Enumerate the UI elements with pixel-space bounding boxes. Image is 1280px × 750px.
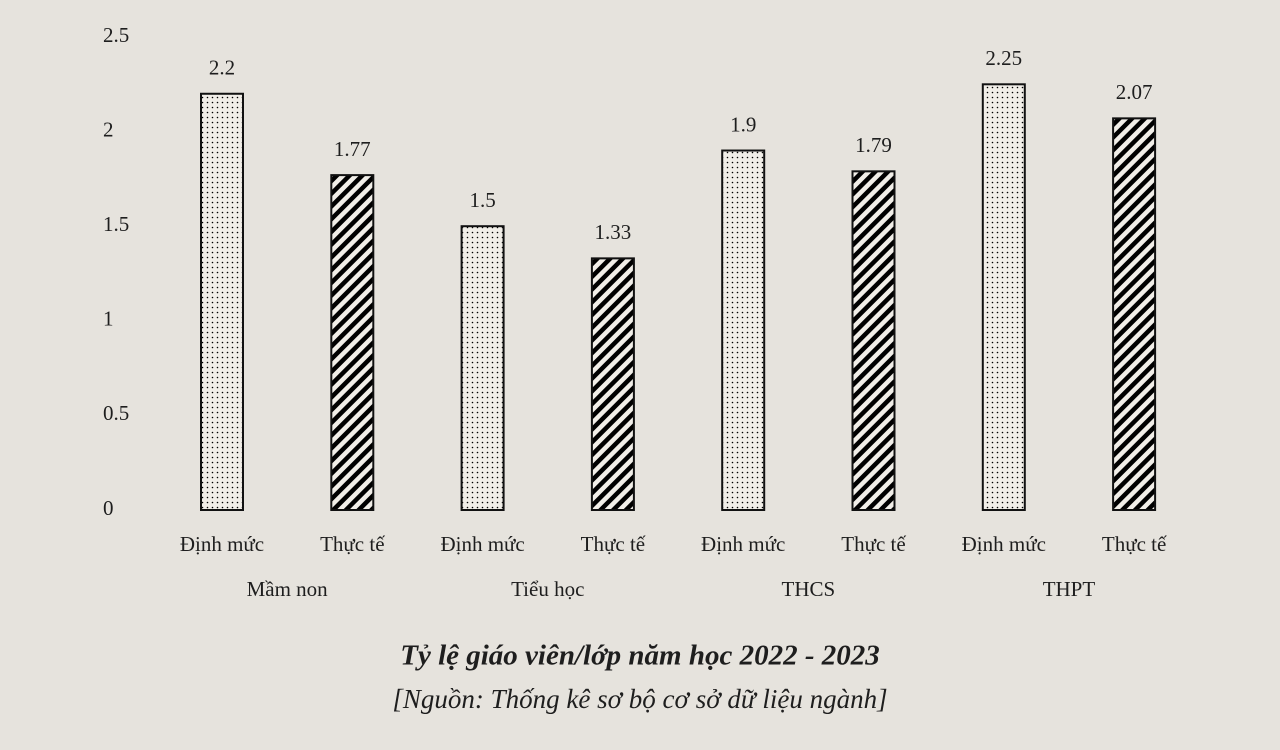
x-tick-label: THPT xyxy=(1043,577,1096,601)
data-label: 1.77 xyxy=(334,137,371,161)
data-label: 1.79 xyxy=(855,133,892,157)
x-tick-label: THCS xyxy=(782,577,836,601)
bar xyxy=(460,225,505,511)
y-tick-label: 2.5 xyxy=(103,23,129,47)
bar-label: Thực tế xyxy=(841,532,906,556)
bar-label: Định mức xyxy=(962,532,1046,556)
bar xyxy=(330,174,375,511)
bar-label: Định mức xyxy=(701,532,785,556)
data-label: 2.2 xyxy=(209,56,235,80)
bar xyxy=(1112,117,1157,512)
data-label: 1.5 xyxy=(469,188,495,212)
data-label: 2.07 xyxy=(1116,80,1153,104)
x-tick-label: Mầm non xyxy=(247,577,329,601)
bar-label: Thực tế xyxy=(581,532,646,556)
bar xyxy=(590,257,635,512)
y-tick-label: 2 xyxy=(103,117,114,141)
data-label: 1.33 xyxy=(595,220,632,244)
bar xyxy=(851,170,896,511)
data-label: 2.25 xyxy=(985,46,1022,70)
data-label: 1.9 xyxy=(730,112,756,136)
y-tick-label: 0.5 xyxy=(103,401,129,425)
bar-label: Thực tế xyxy=(320,532,385,556)
y-tick-label: 1 xyxy=(103,307,114,331)
bar xyxy=(200,92,244,511)
chart-subtitle: [Nguồn: Thống kê sơ bộ cơ sở dữ liệu ngà… xyxy=(392,684,887,714)
y-tick-label: 0 xyxy=(103,496,114,520)
bar-label: Định mức xyxy=(180,532,264,556)
bar xyxy=(981,83,1026,512)
bar-label: Định mức xyxy=(440,532,524,556)
bar xyxy=(721,149,766,512)
y-tick-label: 1.5 xyxy=(103,212,129,236)
chart-title: Tỷ lệ giáo viên/lớp năm học 2022 - 2023 xyxy=(400,640,880,672)
bar-label: Thực tế xyxy=(1102,532,1167,556)
x-tick-label: Tiểu học xyxy=(511,577,584,601)
